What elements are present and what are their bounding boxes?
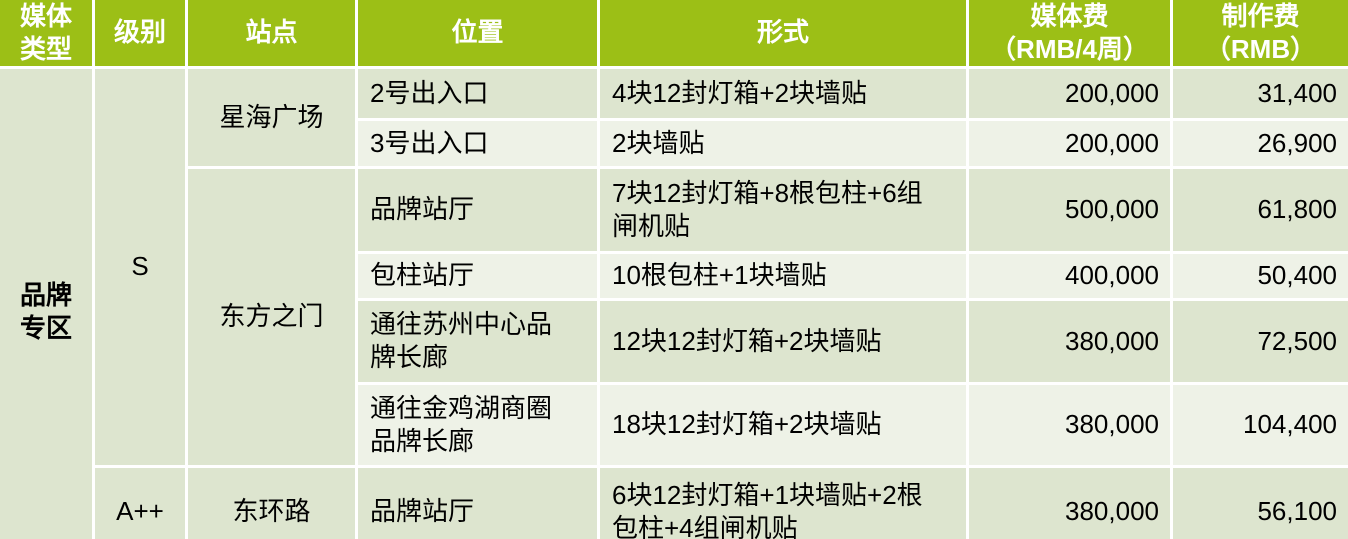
table-row: 3号出入口 2块墙贴 200,000 26,900	[0, 120, 1348, 166]
cell-station-xinghai: 星海广场	[188, 68, 355, 166]
cell-media-fee: 400,000	[969, 253, 1170, 298]
cell-position: 通往苏州中心品 牌长廊	[358, 300, 597, 382]
cell-position: 品牌站厅	[358, 467, 597, 539]
cell-media-fee: 500,000	[969, 168, 1170, 251]
header-cell-position: 位置	[358, 0, 597, 66]
cell-production-fee: 26,900	[1173, 120, 1348, 166]
cell-media-fee: 200,000	[969, 120, 1170, 166]
cell-station-donghuan: 东环路	[188, 467, 355, 539]
cell-position: 包柱站厅	[358, 253, 597, 298]
cell-production-fee: 56,100	[1173, 467, 1348, 539]
header-cell-media-fee: 媒体费 （RMB/4周）	[969, 0, 1170, 66]
table-row: 通往苏州中心品 牌长廊 12块12封灯箱+2块墙贴 380,000 72,500	[0, 300, 1348, 382]
header-cell-format: 形式	[600, 0, 966, 66]
cell-position: 3号出入口	[358, 120, 597, 166]
cell-format: 18块12封灯箱+2块墙贴	[600, 384, 966, 465]
cell-position: 品牌站厅	[358, 168, 597, 251]
cell-position: 通往金鸡湖商圈 品牌长廊	[358, 384, 597, 465]
cell-media-fee: 380,000	[969, 300, 1170, 382]
cell-production-fee: 50,400	[1173, 253, 1348, 298]
cell-media-fee: 200,000	[969, 68, 1170, 118]
cell-media-type-group: 品牌 专区	[0, 68, 92, 539]
cell-media-fee: 380,000	[969, 467, 1170, 539]
cell-production-fee: 72,500	[1173, 300, 1348, 382]
cell-level-app: A++	[95, 467, 185, 539]
cell-format: 7块12封灯箱+8根包柱+6组 闸机贴	[600, 168, 966, 251]
header-cell-production-fee: 制作费 （RMB）	[1173, 0, 1348, 66]
header-cell-level: 级别	[95, 0, 185, 66]
cell-media-fee: 380,000	[969, 384, 1170, 465]
table-row: 包柱站厅 10根包柱+1块墙贴 400,000 50,400	[0, 253, 1348, 298]
cell-format: 6块12封灯箱+1块墙贴+2根 包柱+4组闸机贴	[600, 467, 966, 539]
table-row: 通往金鸡湖商圈 品牌长廊 18块12封灯箱+2块墙贴 380,000 104,4…	[0, 384, 1348, 465]
cell-level-s: S	[95, 68, 185, 465]
table-row: 品牌 专区 S 星海广场 2号出入口 4块12封灯箱+2块墙贴 200,000 …	[0, 68, 1348, 539]
cell-production-fee: 61,800	[1173, 168, 1348, 251]
cell-format: 2块墙贴	[600, 120, 966, 166]
cell-production-fee: 31,400	[1173, 68, 1348, 118]
cell-station-dongfang: 东方之门	[188, 168, 355, 465]
cell-format: 4块12封灯箱+2块墙贴	[600, 68, 966, 118]
header-cell-media-type: 媒体 类型	[0, 0, 92, 66]
header-row: 媒体 类型 级别 站点 位置 形式 媒体费 （RMB/4周） 制作费 （RMB）	[0, 0, 1348, 66]
cell-production-fee: 104,400	[1173, 384, 1348, 465]
cell-format: 12块12封灯箱+2块墙贴	[600, 300, 966, 382]
cell-position: 2号出入口	[358, 68, 597, 118]
header-cell-station: 站点	[188, 0, 355, 66]
table-row: 东方之门 品牌站厅 7块12封灯箱+8根包柱+6组 闸机贴 500,000 61…	[0, 168, 1348, 465]
table-row: A++ 东环路 品牌站厅 6块12封灯箱+1块墙贴+2根 包柱+4组闸机贴 38…	[0, 467, 1348, 539]
cell-format: 10根包柱+1块墙贴	[600, 253, 966, 298]
